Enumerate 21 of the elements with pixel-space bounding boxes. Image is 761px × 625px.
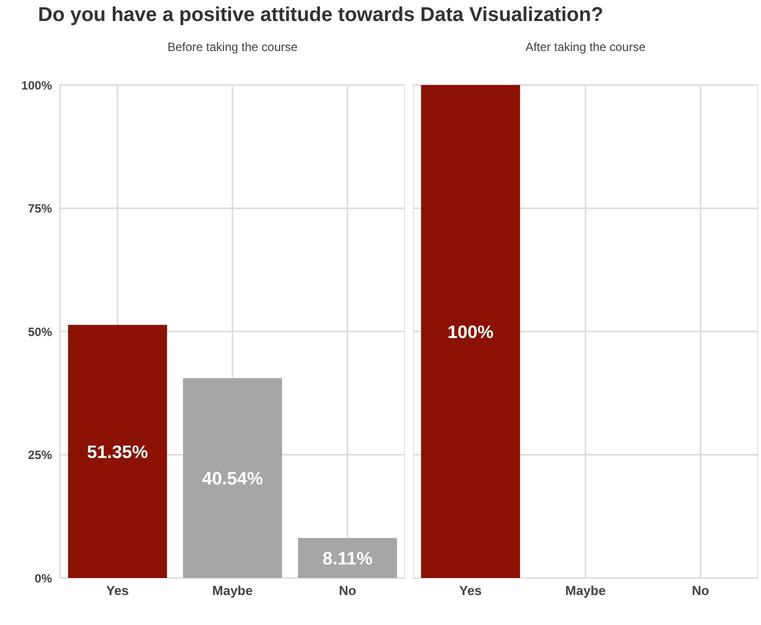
x-tick-label: No xyxy=(692,583,710,598)
x-tick-label: No xyxy=(338,583,356,598)
x-tick-label: Yes xyxy=(106,583,129,598)
bar xyxy=(183,378,282,578)
bar xyxy=(68,324,168,578)
chart-subtitle: After taking the course xyxy=(524,40,647,54)
y-tick-label: 75% xyxy=(28,202,52,216)
data-label: 100% xyxy=(448,322,494,342)
data-label: 40.54% xyxy=(202,468,264,488)
x-tick-label: Maybe xyxy=(565,583,606,598)
data-label: 8.11% xyxy=(322,548,373,568)
bar xyxy=(298,538,398,578)
x-tick-label: Maybe xyxy=(212,583,253,598)
y-tick-label: 50% xyxy=(28,324,52,339)
data-label: 51.35% xyxy=(87,442,148,462)
y-tick-label: 0% xyxy=(34,571,52,586)
chart-title: Do you have a positive attitude towards Data Visualization? xyxy=(38,4,604,27)
y-tick-label: 25% xyxy=(28,448,52,462)
y-tick-label: 100% xyxy=(21,78,52,92)
chart-subtitle: Before taking the course xyxy=(166,40,299,54)
x-tick-label: Yes xyxy=(459,583,482,598)
